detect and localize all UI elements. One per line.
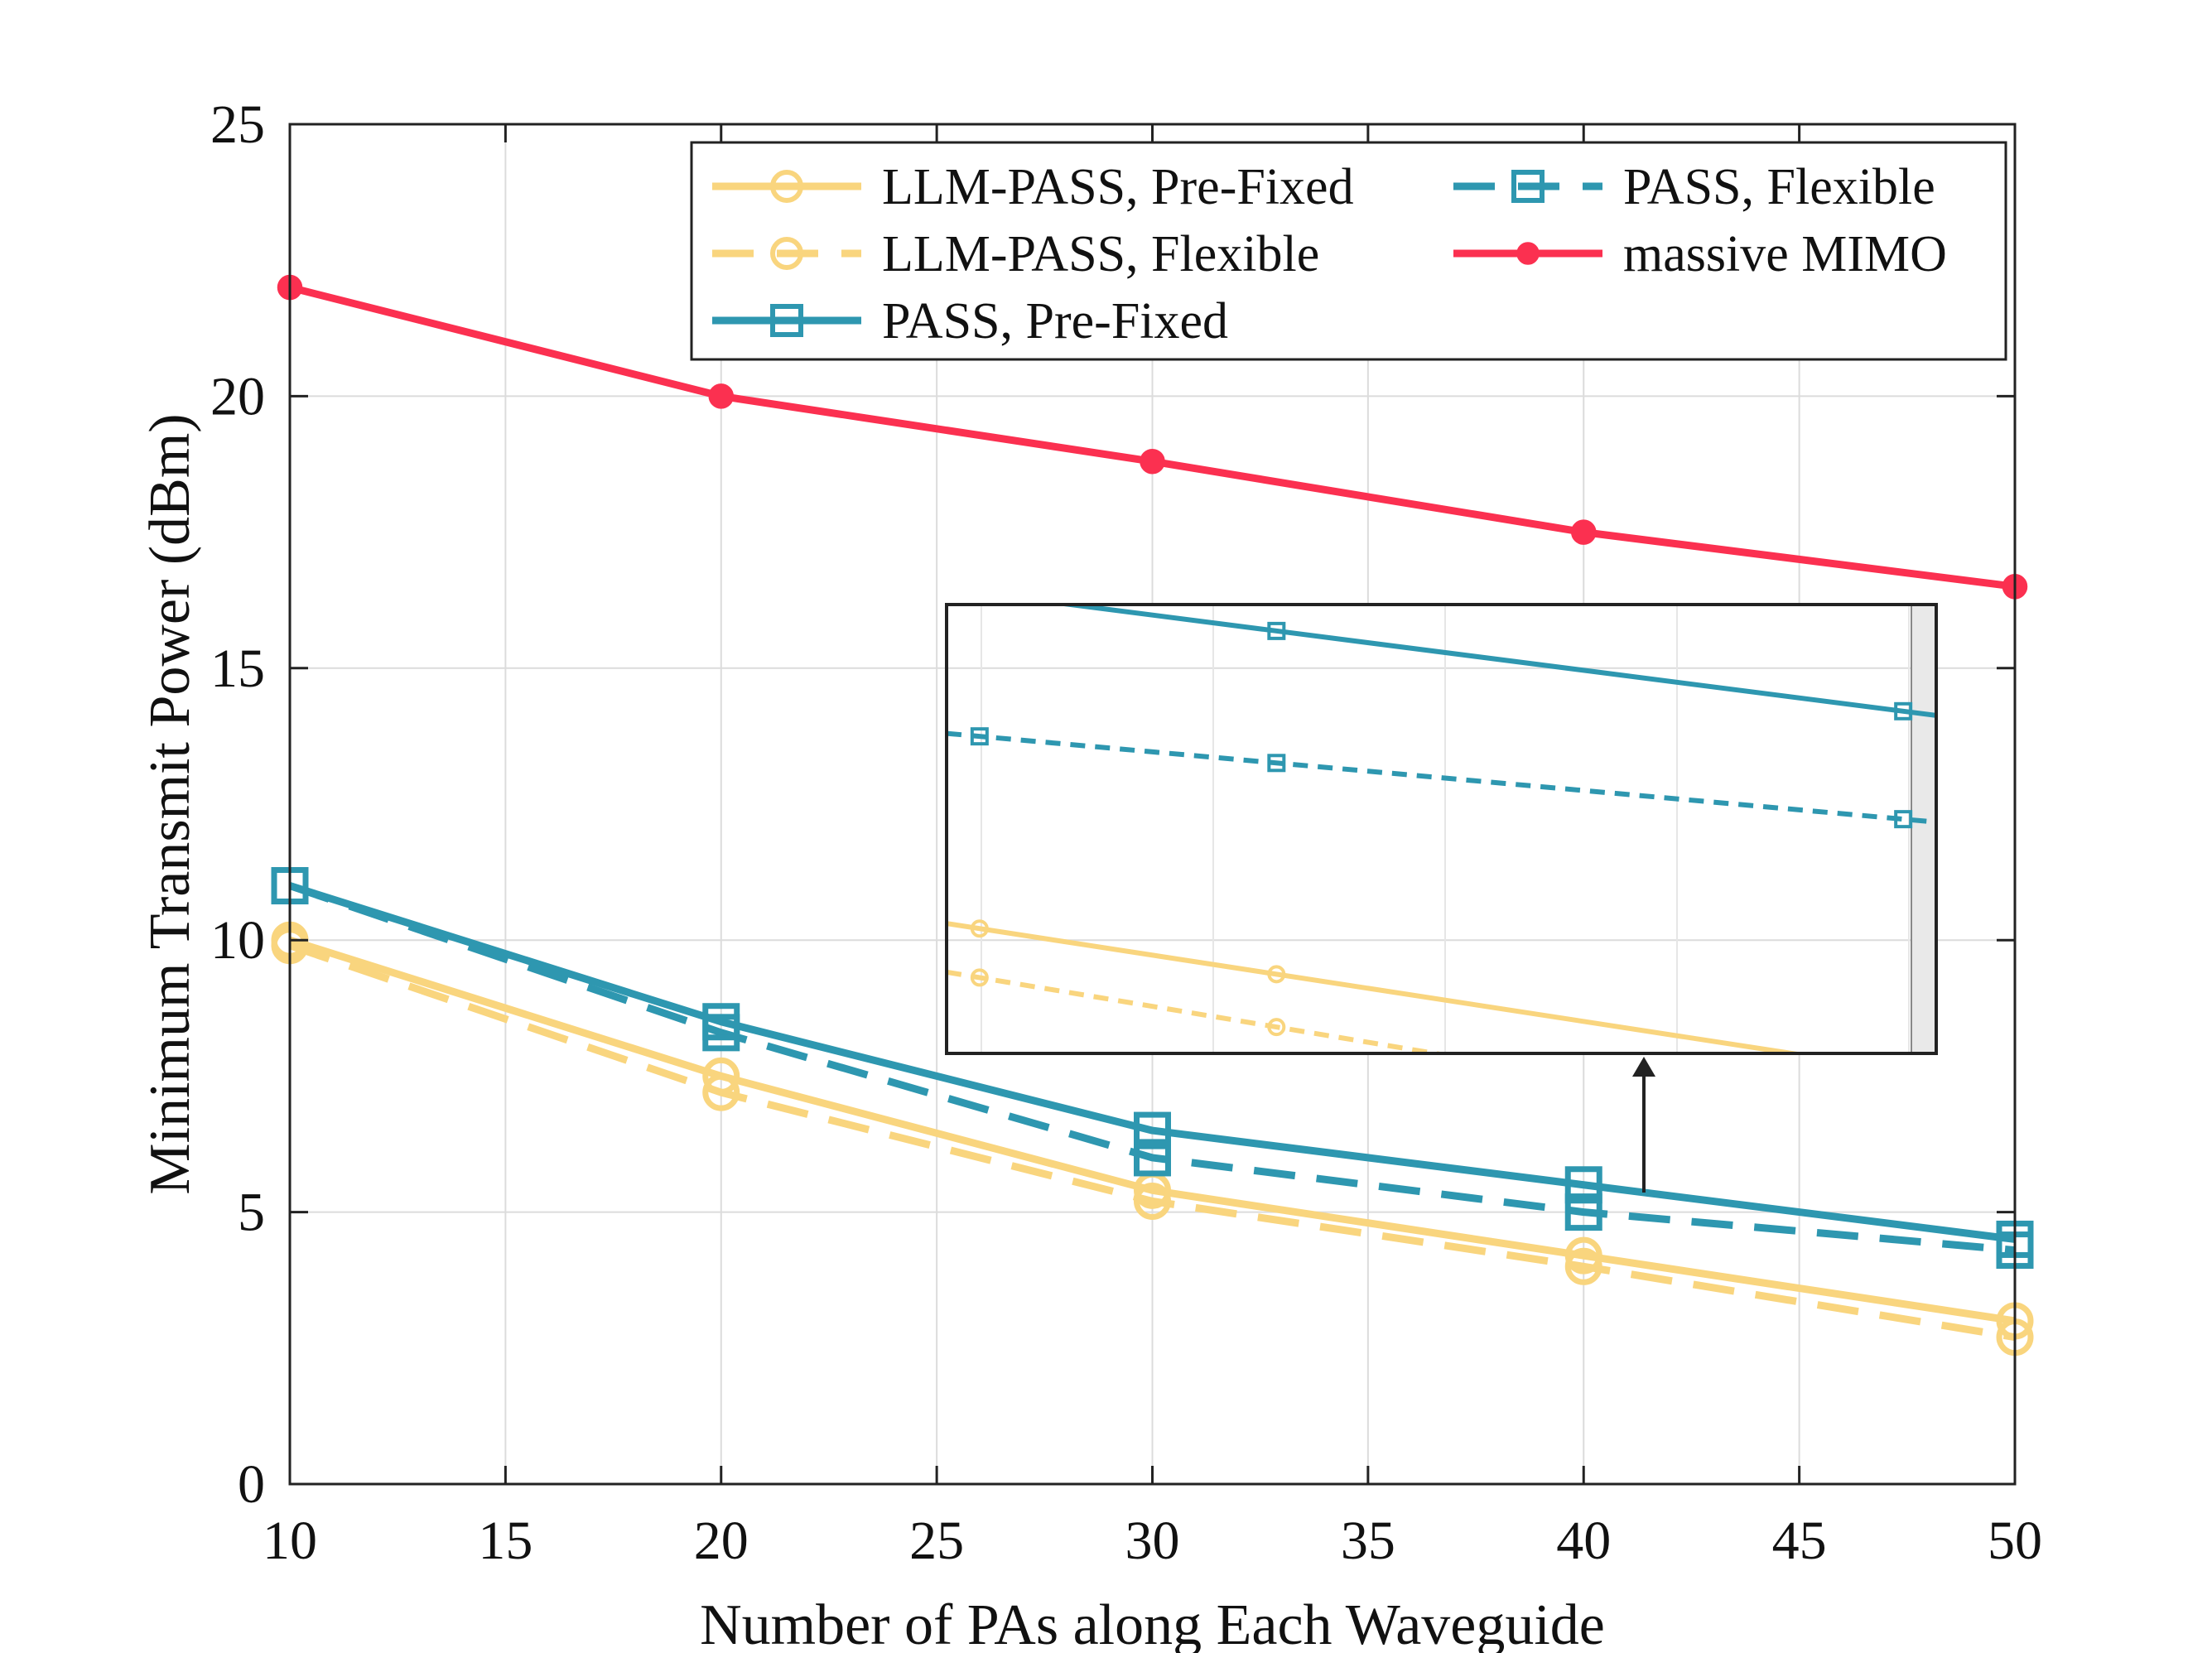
legend-label: PASS, Pre-Fixed xyxy=(882,293,1228,349)
y-tick-label: 0 xyxy=(238,1454,265,1515)
inset-arrow xyxy=(1632,1057,1655,1193)
x-tick-label: 40 xyxy=(1556,1511,1611,1571)
y-tick-labels: 0 5 10 15 20 25 xyxy=(210,94,265,1515)
y-tick-label: 20 xyxy=(210,366,265,427)
legend-label: PASS, Flexible xyxy=(1623,159,1935,215)
series-layer xyxy=(271,274,2034,1357)
x-tick-label: 10 xyxy=(263,1511,317,1571)
inset-background xyxy=(947,605,1936,1053)
legend-entry: LLM-PASS, Flexible xyxy=(712,226,1319,282)
data-point xyxy=(970,968,989,987)
data-point xyxy=(1894,810,1913,829)
series-line xyxy=(288,936,2016,1325)
legend-box xyxy=(690,141,2007,361)
data-point xyxy=(970,919,989,938)
inset-series-line xyxy=(947,921,1809,1053)
data-point xyxy=(1564,1236,1602,1275)
legend-entry: PASS, Pre-Fixed xyxy=(712,293,1228,349)
legend: LLM-PASS, Pre-Fixed LLM-PASS, Flexible PAS… xyxy=(690,141,2007,361)
inset-series-line xyxy=(1050,605,1936,718)
data-point xyxy=(1894,701,1913,720)
inset-zoom xyxy=(945,603,1938,1055)
data-point xyxy=(770,170,803,203)
x-tick-label: 35 xyxy=(1341,1511,1395,1571)
inset-series-0 xyxy=(947,919,1809,1053)
data-point xyxy=(1267,965,1286,984)
data-point xyxy=(1511,170,1545,203)
data-point xyxy=(770,304,803,337)
inset-series-line xyxy=(947,730,1936,825)
x-axis-title: Number of PAs along Each Waveguide xyxy=(700,1593,1605,1653)
data-point xyxy=(1571,519,1597,545)
legend-label: LLM-PASS, Flexible xyxy=(882,226,1319,282)
legend-entry: PASS, Flexible xyxy=(1453,159,1935,215)
inset-plot xyxy=(947,605,1936,1053)
x-tick-label: 45 xyxy=(1772,1511,1827,1571)
legend-label: LLM-PASS, Pre-Fixed xyxy=(882,159,1354,215)
x-tick-label: 30 xyxy=(1125,1511,1180,1571)
y-tick-label: 15 xyxy=(210,639,265,699)
data-point xyxy=(1564,1193,1602,1231)
ticks xyxy=(288,123,2017,1486)
data-point xyxy=(708,383,734,409)
data-point xyxy=(1267,621,1286,640)
data-point xyxy=(702,1057,740,1095)
inset-series-3 xyxy=(947,727,1936,829)
series-line xyxy=(288,882,2016,1243)
y-tick-label: 5 xyxy=(238,1183,265,1243)
inset-edge-band xyxy=(1911,605,1936,1053)
inset-series-1 xyxy=(947,968,1451,1053)
data-point xyxy=(770,237,803,270)
y-axis-title: Minimum Transmit Power (dBm) xyxy=(138,413,202,1194)
data-point xyxy=(970,727,989,746)
data-point xyxy=(702,1003,740,1041)
y-tick-label: 25 xyxy=(210,94,265,155)
data-point xyxy=(1140,448,1165,475)
x-tick-label: 15 xyxy=(478,1511,533,1571)
series-line xyxy=(288,882,2016,1255)
data-point xyxy=(1564,1247,1602,1285)
data-point xyxy=(1134,1182,1171,1220)
x-tick-label: 50 xyxy=(1988,1511,2042,1571)
data-point xyxy=(1267,1018,1286,1037)
legend-label: massive MIMO xyxy=(1623,226,1947,282)
arrow-head xyxy=(1632,1057,1655,1077)
x-tick-labels: 10 15 20 25 30 35 40 45 50 xyxy=(263,1511,2042,1571)
data-point xyxy=(1516,242,1540,265)
data-point xyxy=(1267,754,1286,773)
inset-frame xyxy=(945,603,1938,1055)
data-point xyxy=(1134,1111,1171,1149)
series-line xyxy=(288,942,2016,1342)
x-tick-label: 20 xyxy=(694,1511,749,1571)
data-point xyxy=(1134,1139,1171,1177)
legend-entry: massive MIMO xyxy=(1453,226,1947,282)
legend-entry: LLM-PASS, Pre-Fixed xyxy=(712,159,1354,215)
y-tick-label: 10 xyxy=(210,910,265,971)
x-tick-label: 25 xyxy=(909,1511,964,1571)
inset-series-2 xyxy=(1050,605,1936,720)
data-point xyxy=(1564,1166,1602,1204)
